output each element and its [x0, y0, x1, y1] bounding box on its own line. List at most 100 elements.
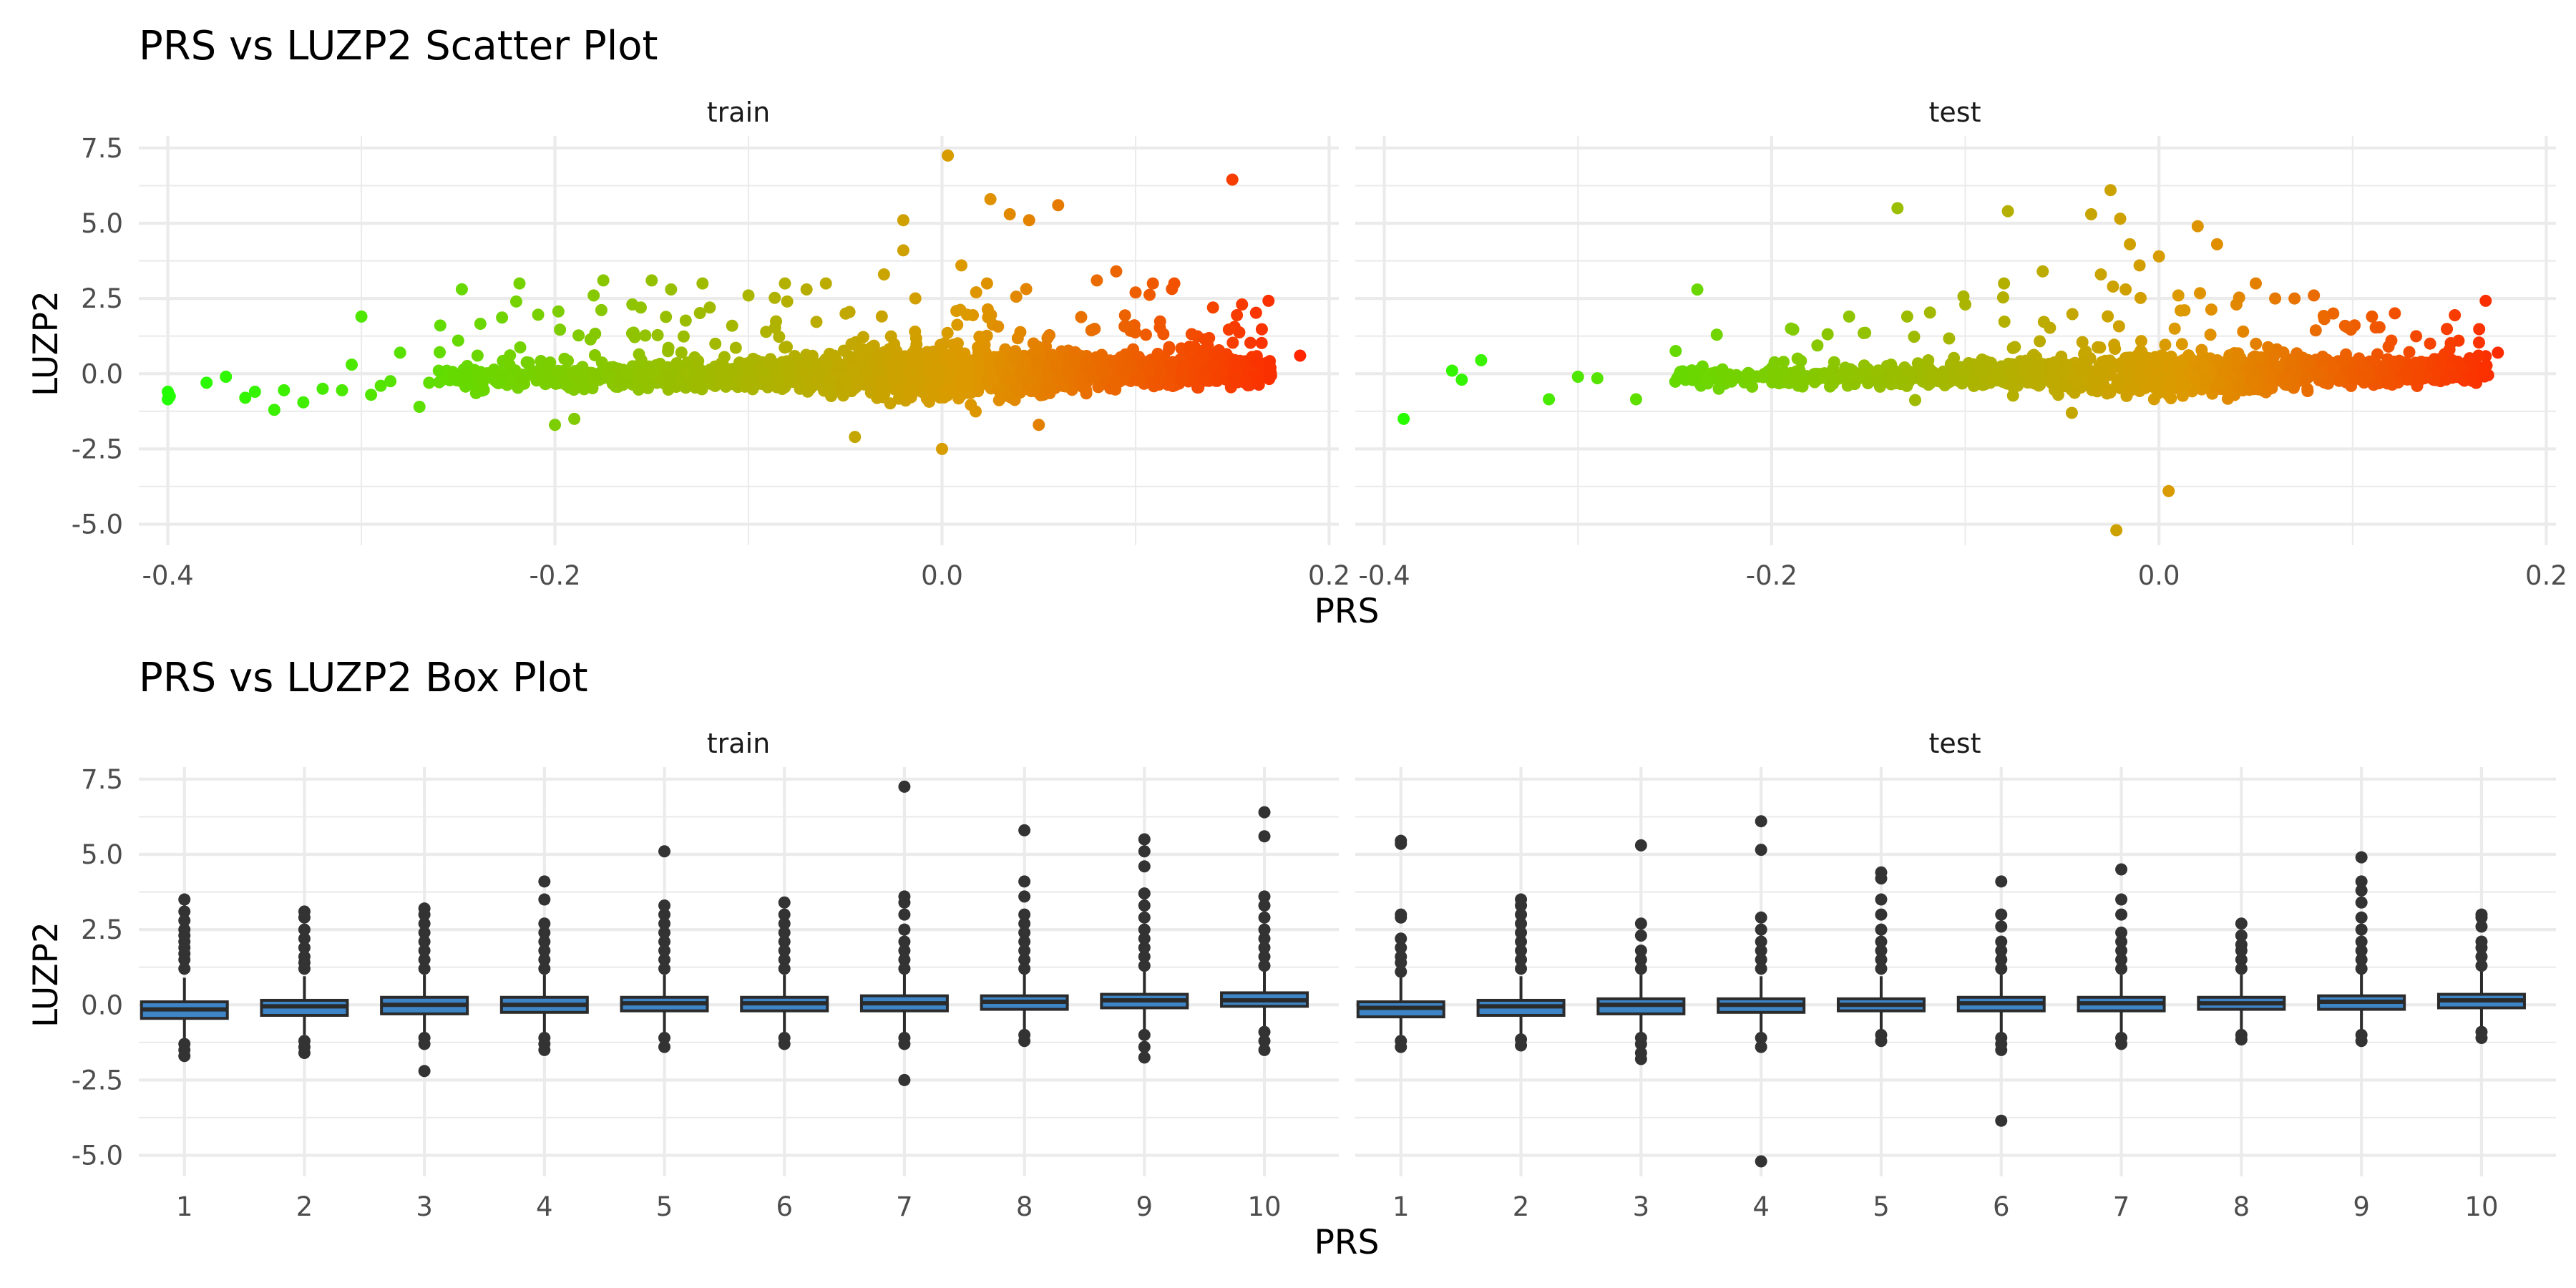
scatter-point: [2191, 220, 2204, 233]
box-outlier: [1515, 893, 1528, 906]
scatter-point: [355, 310, 368, 323]
scatter-point: [1629, 393, 1642, 406]
scatter-point: [2046, 377, 2059, 390]
scatter-point: [2055, 350, 2068, 363]
scatter-point: [2109, 343, 2122, 356]
box-outlier: [2235, 930, 2248, 942]
box-outlier: [1395, 950, 1407, 963]
scatter-point: [595, 356, 608, 369]
scatter-point: [1843, 310, 1855, 323]
box-outlier: [1755, 1032, 1767, 1045]
scatter-point: [1003, 208, 1016, 220]
scatter-point: [1211, 369, 1224, 382]
scatter-point: [2178, 379, 2191, 391]
scatter-point: [2403, 346, 2416, 358]
box-y-tick-label: 5.0: [81, 839, 123, 870]
scatter-point: [2134, 291, 2147, 304]
scatter-point: [346, 358, 358, 371]
scatter-point: [452, 334, 464, 347]
box-outlier: [1755, 1040, 1767, 1053]
box-outlier: [1395, 834, 1407, 847]
scatter-point: [394, 346, 406, 359]
scatter-point: [1996, 291, 2009, 304]
scatter-point: [1591, 372, 1604, 385]
box-panel-train: [139, 767, 1339, 1176]
scatter-point: [1252, 379, 1265, 391]
scatter-point: [1696, 360, 1709, 373]
scatter-point: [1153, 315, 1166, 328]
scatter-point: [2424, 337, 2436, 350]
scatter-point: [2232, 347, 2245, 360]
scatter-point: [2094, 268, 2107, 280]
scatter-x-tick-label: 0.2: [1308, 560, 1350, 591]
scatter-point: [2410, 330, 2423, 343]
box-outlier: [1875, 908, 1888, 921]
scatter-point: [2195, 343, 2208, 356]
scatter-point: [973, 331, 986, 343]
box-outlier: [1995, 920, 2008, 933]
scatter-strip-test: test: [1929, 97, 1981, 128]
box-x-ticks: 1 2 3 4 5 6 7 8 9 10 1 2 3 4 5 6 7 8 9 10: [176, 1191, 2499, 1222]
scatter-point: [518, 377, 531, 390]
box-outlier: [178, 1050, 191, 1063]
box-outlier: [1755, 815, 1767, 828]
box-outlier: [898, 953, 911, 966]
box-outlier: [2475, 935, 2488, 948]
box-outlier: [1138, 923, 1151, 936]
scatter-point: [2168, 322, 2181, 335]
scatter-point: [639, 329, 652, 342]
scatter-point: [1108, 374, 1121, 386]
scatter-point: [1968, 369, 1981, 382]
scatter-point: [986, 372, 999, 385]
scatter-point: [1702, 377, 1714, 390]
box-4: [499, 875, 589, 1056]
scatter-point: [729, 341, 742, 354]
box-outlier: [298, 923, 311, 936]
scatter-point: [993, 356, 1006, 369]
scatter-point: [2449, 308, 2462, 321]
scatter-point: [1020, 283, 1033, 296]
scatter-point: [628, 331, 641, 343]
scatter-point: [471, 349, 484, 362]
scatter-point: [1164, 359, 1177, 372]
scatter-point: [1199, 333, 1211, 346]
scatter-point: [1858, 327, 1870, 340]
scatter-point: [572, 329, 585, 342]
scatter-point: [839, 372, 852, 385]
box-5: [1836, 866, 1926, 1048]
box-outlier: [2475, 960, 2488, 972]
scatter-point: [2111, 377, 2124, 390]
scatter-x-axis-title: PRS: [1314, 592, 1380, 631]
box-outlier: [898, 780, 911, 793]
scatter-point: [535, 355, 547, 368]
box-outlier: [2475, 908, 2488, 921]
scatter-point: [2250, 277, 2262, 290]
box-outlier: [1634, 930, 1647, 942]
box-outlier: [538, 945, 551, 957]
scatter-point: [890, 345, 903, 358]
box-outlier: [1395, 941, 1407, 954]
box-outlier: [2235, 917, 2248, 930]
box-outlier: [538, 875, 551, 888]
scatter-point: [2366, 310, 2379, 323]
box-outlier: [898, 923, 911, 936]
scatter-point: [560, 379, 572, 391]
scatter-point: [2433, 353, 2446, 366]
box-strip-train: train: [707, 728, 770, 759]
scatter-point: [2030, 366, 2043, 379]
scatter-point: [1185, 328, 1198, 341]
box-x-tick-label: 7: [2113, 1191, 2130, 1222]
scatter-point: [907, 350, 919, 363]
box-outlier: [658, 845, 671, 858]
scatter-point: [1120, 320, 1133, 333]
scatter-point: [1669, 345, 1682, 358]
scatter-point: [2084, 208, 2097, 220]
box-9: [2317, 851, 2406, 1048]
box-outlier: [1258, 899, 1271, 912]
box-outlier: [538, 926, 551, 939]
box-1: [1356, 834, 1445, 1053]
scatter-y-tick-label: 2.5: [81, 283, 123, 314]
box-x-tick-label: 9: [2353, 1191, 2370, 1222]
scatter-y-tick-label: 0.0: [81, 358, 123, 389]
scatter-point: [2149, 378, 2162, 391]
